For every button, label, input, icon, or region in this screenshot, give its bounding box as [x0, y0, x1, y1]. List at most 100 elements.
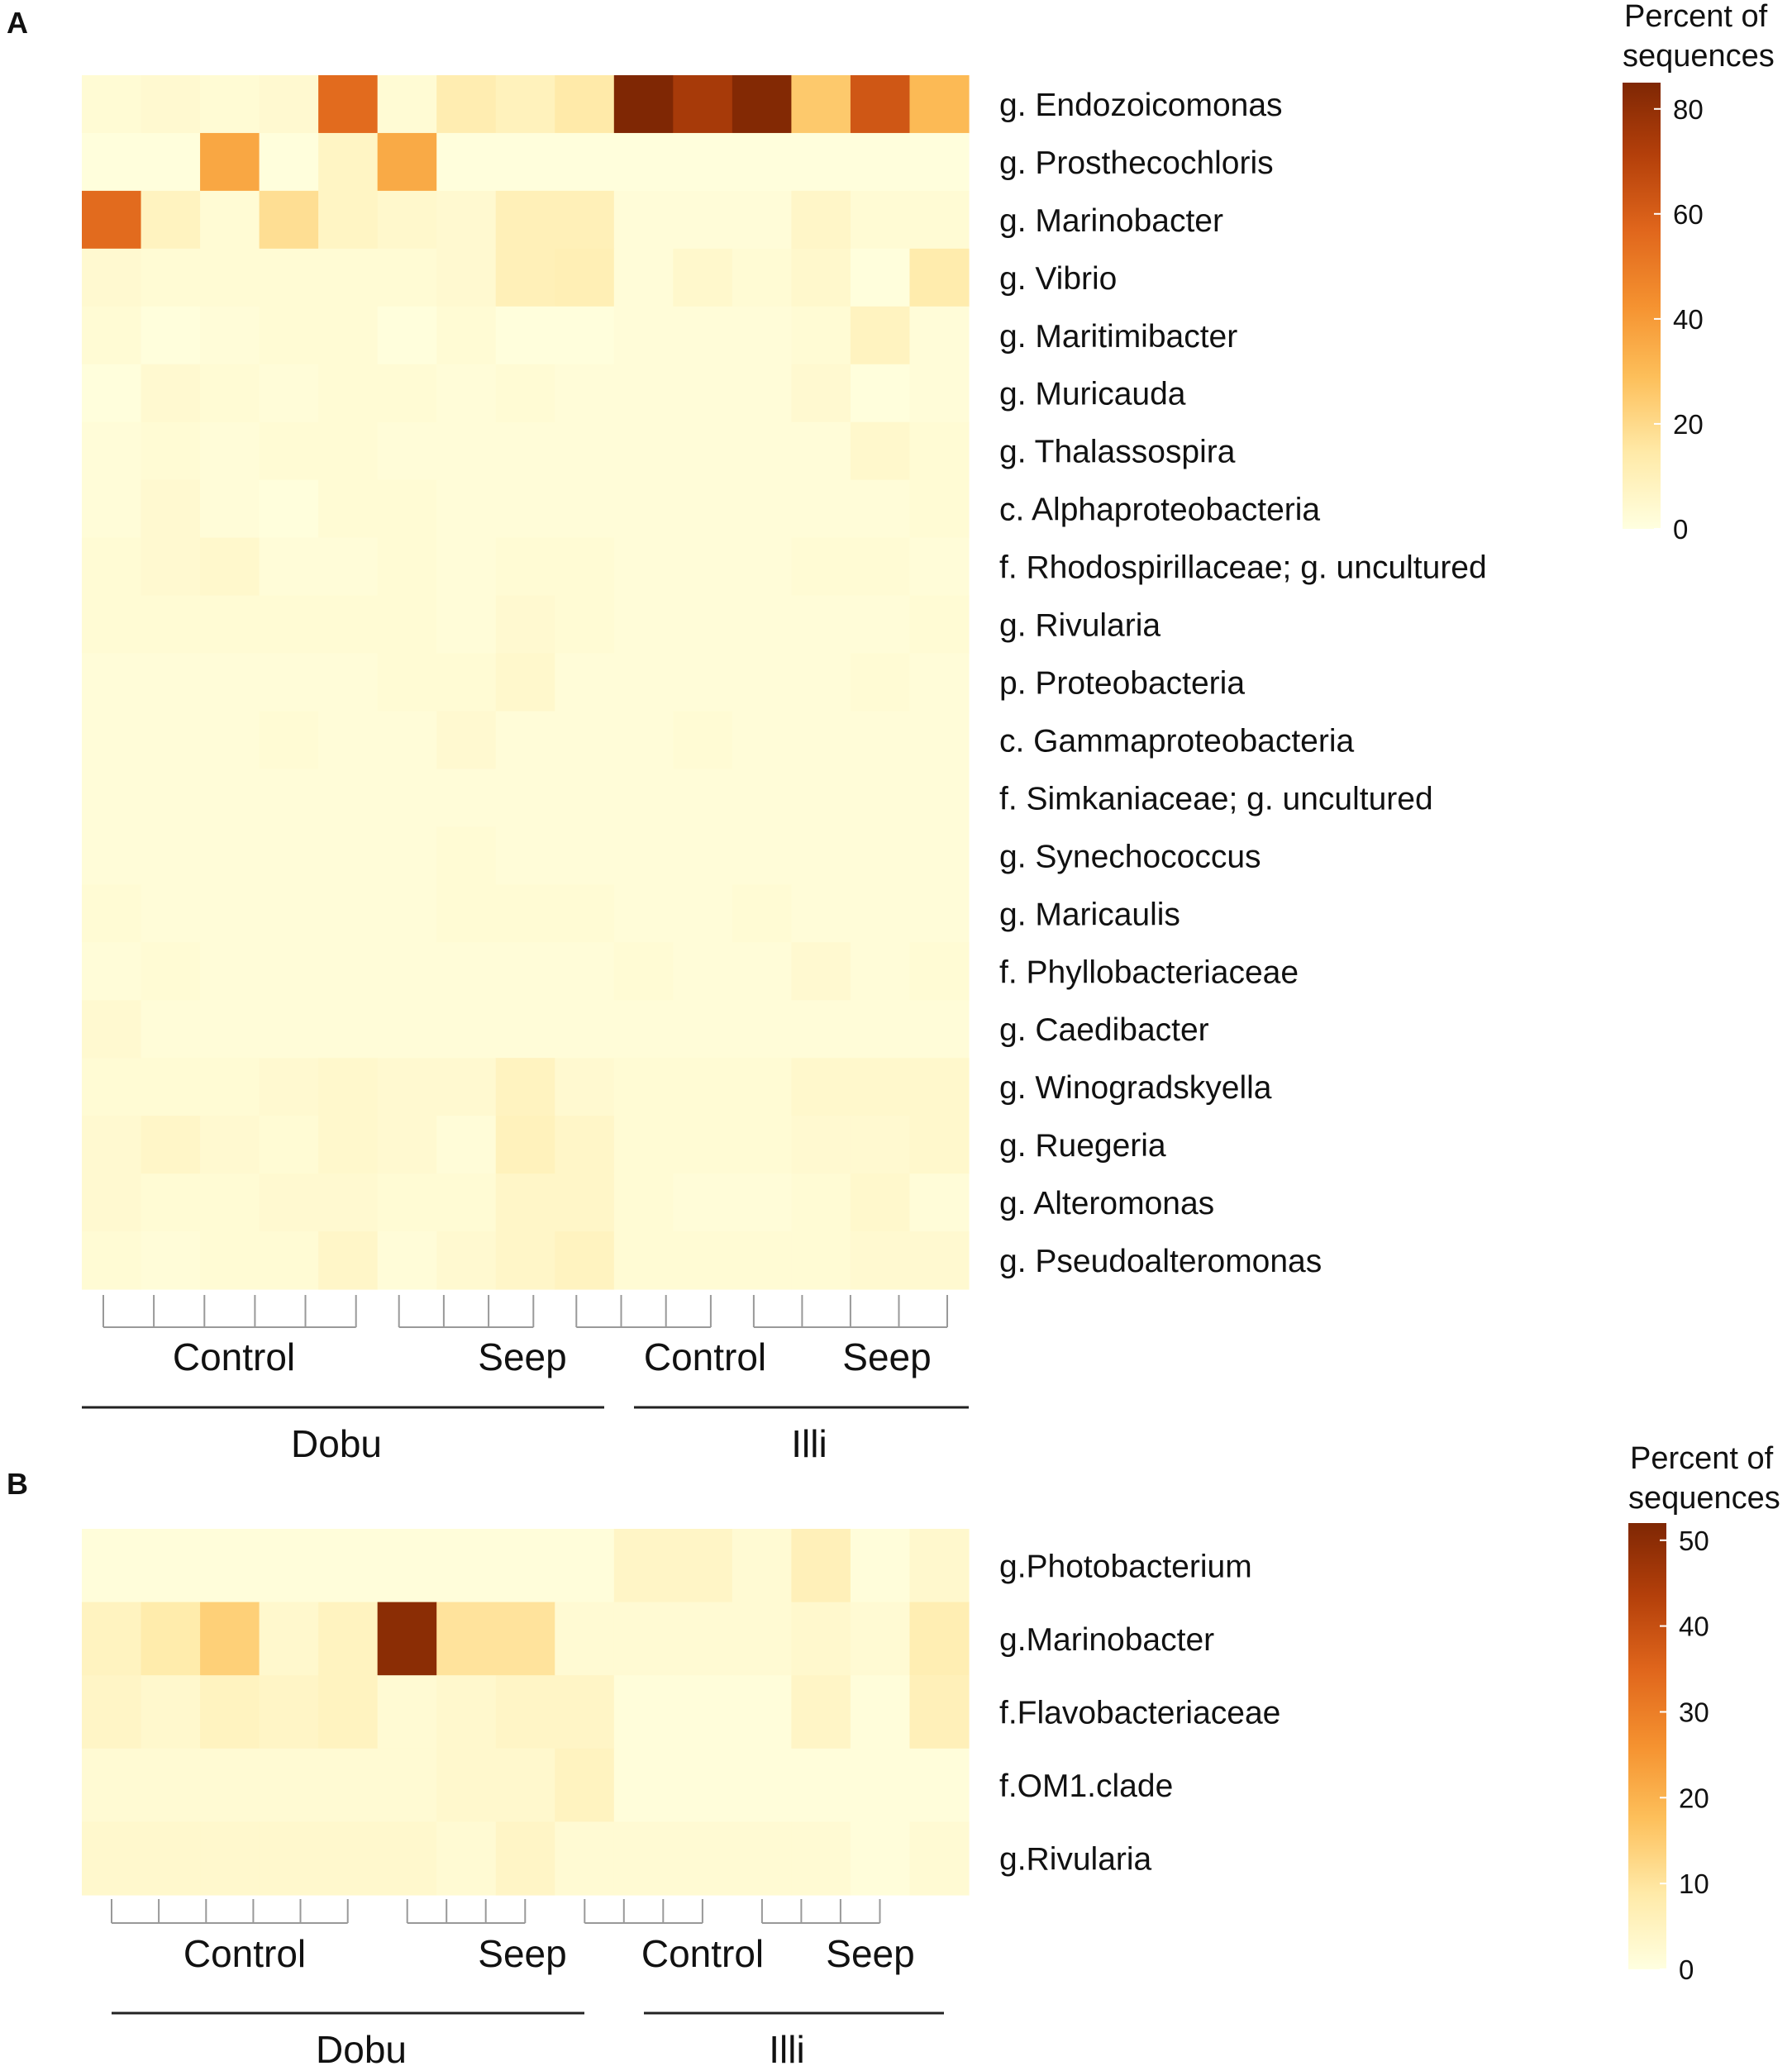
row-label: g. Muricauda: [999, 377, 1186, 412]
heatmap-cell: [850, 306, 911, 365]
heatmap-cell: [732, 306, 792, 365]
legend-ticks-panel-a: 0 20 40 60 80: [1654, 94, 1704, 545]
heatmap-cell: [732, 1821, 792, 1896]
heatmap-cell: [141, 537, 201, 597]
heatmap-cell: [318, 653, 379, 712]
heatmap-cell: [909, 1116, 970, 1174]
heatmap-cell: [613, 421, 674, 481]
heatmap-cell: [495, 1058, 555, 1116]
column-group-bracket: [406, 1899, 527, 1924]
heatmap-cell: [318, 1058, 379, 1116]
heatmap-cell: [673, 75, 733, 134]
heatmap-cell: [318, 1000, 379, 1059]
legend-tick-label: 40: [1679, 1611, 1709, 1642]
heatmap-cell: [555, 1000, 615, 1059]
heatmap-cell: [318, 132, 379, 192]
heatmap-cell: [436, 884, 497, 943]
heatmap-cell: [791, 1173, 851, 1232]
heatmap-cell: [613, 75, 674, 134]
heatmap-cell: [141, 884, 201, 943]
heatmap-cell: [259, 306, 319, 365]
heatmap-cell: [82, 826, 142, 885]
heatmap-cell: [732, 421, 792, 481]
heatmap-cell: [259, 479, 319, 539]
heatmap-cell: [791, 421, 851, 481]
heatmap-cell: [377, 769, 437, 827]
heatmap-cell: [200, 826, 260, 885]
heatmap-cell: [732, 1529, 792, 1603]
heatmap-cell: [732, 1173, 792, 1232]
row-label: f.OM1.clade: [999, 1768, 1173, 1804]
heatmap-cell: [259, 248, 319, 307]
column-group-bracket: [752, 1295, 948, 1328]
treatment-label-illi-control-b: Control: [641, 1932, 764, 1975]
legend-title-line2-a: sequences: [1623, 39, 1775, 74]
heatmap-cell: [200, 1058, 260, 1116]
heatmap-cell: [141, 1675, 201, 1749]
heatmap-cell: [436, 1231, 497, 1290]
heatmap-cell: [555, 364, 615, 423]
row-label: g. Maricaulis: [999, 897, 1180, 932]
heatmap-cell: [673, 1821, 733, 1896]
heatmap-cell: [318, 1602, 379, 1676]
heatmap-cell: [82, 1173, 142, 1232]
heatmap-cell: [200, 1231, 260, 1290]
heatmap-cell: [377, 364, 437, 423]
heatmap-cell: [436, 826, 497, 885]
heatmap-cell: [732, 132, 792, 192]
heatmap-cell: [259, 1821, 319, 1896]
row-label: f. Simkaniaceae; g. uncultured: [999, 781, 1433, 816]
heatmap-cell: [141, 1529, 201, 1603]
row-labels-panel-b: g.Photobacterium g.Marinobacter f.Flavobac…: [999, 1549, 1280, 1877]
heatmap-cell: [436, 1748, 497, 1822]
heatmap-cell: [909, 1675, 970, 1749]
heatmap-cell: [555, 826, 615, 885]
heatmap-cell: [909, 1058, 970, 1116]
heatmap-cell: [436, 75, 497, 134]
heatmap-cell: [495, 1821, 555, 1896]
heatmap-cell: [141, 248, 201, 307]
heatmap-cell: [377, 1821, 437, 1896]
heatmap-cell: [555, 1058, 615, 1116]
row-label: g. Endozoicomonas: [999, 88, 1283, 123]
heatmap-cell: [613, 479, 674, 539]
heatmap-cell: [732, 1748, 792, 1822]
column-group-bracket: [760, 1899, 881, 1924]
row-label: g. Synechococcus: [999, 839, 1261, 874]
heatmap-cell: [909, 537, 970, 597]
heatmap-cell: [850, 595, 911, 655]
heatmap-cell: [613, 1173, 674, 1232]
heatmap-cell: [495, 884, 555, 943]
heatmap-cell: [377, 1602, 437, 1676]
heatmap-cell: [377, 942, 437, 1001]
treatment-label-dobu-control-a: Control: [173, 1335, 295, 1378]
heatmap-cell: [200, 653, 260, 712]
heatmap-cell: [436, 1821, 497, 1896]
heatmap-cell: [318, 711, 379, 770]
treatment-label-illi-seep-a: Seep: [842, 1335, 931, 1378]
heatmap-cell: [909, 653, 970, 712]
heatmap-cell: [555, 190, 615, 250]
heatmap-cell: [259, 595, 319, 655]
heatmap-cell: [791, 1748, 851, 1822]
heatmap-cell: [791, 653, 851, 712]
heatmap-cell: [259, 942, 319, 1001]
heatmap-cell: [141, 1116, 201, 1174]
column-group-bracket: [575, 1295, 712, 1328]
heatmap-cell: [732, 653, 792, 712]
heatmap-cell: [555, 884, 615, 943]
heatmap-cell: [673, 248, 733, 307]
heatmap-cell: [673, 537, 733, 597]
legend-tick-label: 20: [1673, 409, 1704, 440]
heatmap-cell: [436, 306, 497, 365]
heatmap-cell: [82, 1748, 142, 1822]
heatmap-cell: [318, 75, 379, 134]
heatmap-cell: [850, 248, 911, 307]
heatmap-cell: [791, 595, 851, 655]
heatmap-cell: [613, 132, 674, 192]
heatmap-cell: [495, 421, 555, 481]
heatmap-cell: [732, 942, 792, 1001]
heatmap-cell: [318, 1529, 379, 1603]
heatmap-cell: [200, 711, 260, 770]
heatmap-cell: [436, 1173, 497, 1232]
